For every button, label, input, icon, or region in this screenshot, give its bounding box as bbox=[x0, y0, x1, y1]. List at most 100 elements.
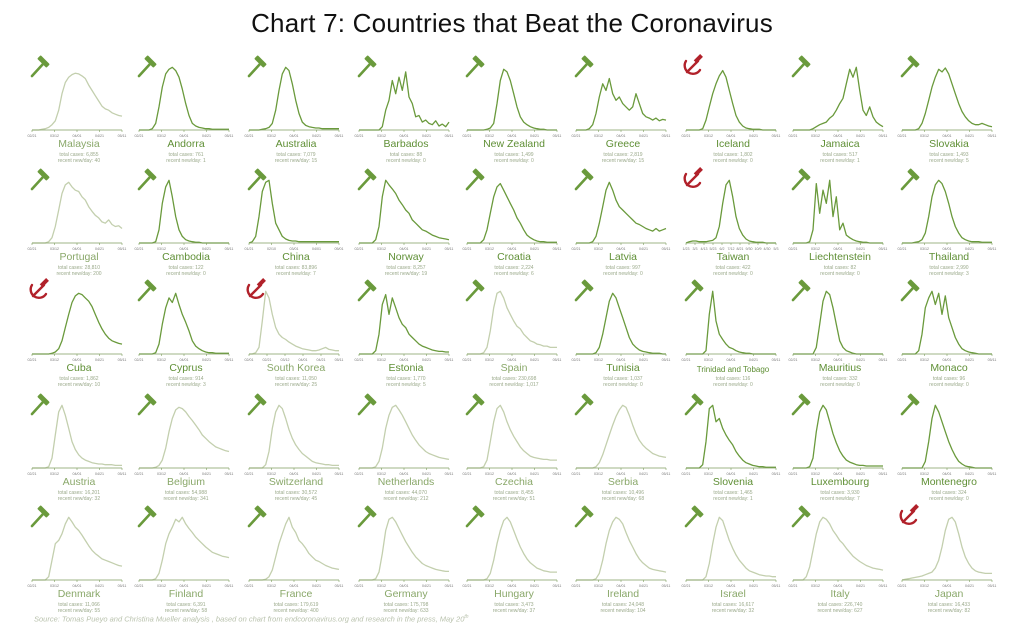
country-panel: 02/21 03/12 04/01 04/21 05/11 Thailand total c… bbox=[896, 165, 1002, 283]
country-panel: 02/21 03/12 04/01 04/21 05/11 France total cas… bbox=[243, 502, 349, 620]
hammer-icon bbox=[137, 55, 157, 78]
x-tick-label: 04/01 bbox=[180, 584, 189, 588]
total-cases-label: total cases: 1,862 bbox=[59, 376, 99, 382]
country-name: Belgium bbox=[167, 476, 205, 488]
x-tick-label: 04/01 bbox=[290, 472, 299, 476]
country-panel: 02/21 03/12 04/01 04/21 05/11 Slovenia total c… bbox=[680, 390, 786, 508]
x-tick-label: 04/21 bbox=[530, 358, 539, 362]
country-name: South Korea bbox=[266, 362, 326, 374]
x-tick-label: 05/11 bbox=[988, 134, 997, 138]
series-line bbox=[902, 404, 992, 469]
mini-chart: 02/21 03/12 04/01 04/21 05/11 bbox=[898, 279, 997, 362]
x-tick-label: 05/11 bbox=[662, 472, 671, 476]
mini-chart: 02/21 03/12 04/01 04/21 05/11 bbox=[463, 55, 561, 138]
x-tick-label: 04/21 bbox=[965, 247, 974, 251]
mini-chart: 1/23 3/3 4/13 5/23 6/2 7/12 8/21 9/30 10/9 4/30 5/… bbox=[683, 167, 779, 251]
x-tick-label: 03/01 bbox=[290, 247, 299, 251]
country-name: Greece bbox=[605, 138, 641, 150]
x-tick-label: 03/12 bbox=[594, 584, 603, 588]
hammer-icon bbox=[137, 393, 157, 416]
x-tick-label: 03/12 bbox=[281, 358, 290, 362]
x-tick-label: 02/21 bbox=[28, 247, 37, 251]
x-tick-label: 04/21 bbox=[422, 134, 431, 138]
hammer-icon bbox=[574, 393, 594, 416]
country-panel: 02/21 03/12 04/01 04/21 05/11 Ireland total ca… bbox=[570, 502, 676, 620]
x-tick-label: 04/01 bbox=[508, 134, 517, 138]
recent-newday-label: recent new/day: 82 bbox=[927, 608, 971, 614]
x-tick-label: 03/12 bbox=[157, 358, 166, 362]
recent-newday-label: recent new/day: 0 bbox=[820, 382, 860, 388]
x-tick-label: 03/12 bbox=[920, 358, 929, 362]
country-panel: 02/21 03/12 04/01 04/21 05/11 Spain total case… bbox=[461, 276, 567, 394]
x-tick-label: 02/21 bbox=[28, 358, 37, 362]
series-line bbox=[902, 67, 993, 131]
mini-chart: 02/21 03/12 04/01 04/21 05/11 bbox=[28, 505, 127, 588]
x-tick-label: 04/01 bbox=[73, 134, 82, 138]
country-name: Cyprus bbox=[169, 362, 203, 374]
series-line bbox=[685, 179, 776, 244]
x-tick-label: 05/11 bbox=[335, 472, 344, 476]
x-tick-label: 03/12 bbox=[157, 472, 166, 476]
country-panel: 02/21 03/12 04/01 04/21 05/11 Montenegro total… bbox=[896, 390, 1002, 508]
recent-newday-label: recent new/day: 0 bbox=[166, 271, 206, 277]
x-tick-label: 05/11 bbox=[879, 472, 888, 476]
total-cases-label: total cases: 2,819 bbox=[603, 152, 643, 158]
x-tick-label: 03/12 bbox=[377, 358, 386, 362]
recent-newday-label: recent new/day: 0 bbox=[494, 158, 534, 164]
series-line bbox=[686, 516, 776, 581]
source-note: Source: Tomas Pueyo and Christina Muelle… bbox=[34, 614, 469, 624]
x-tick-label: 04/01 bbox=[943, 358, 952, 362]
x-tick-label: 03/12 bbox=[50, 584, 59, 588]
country-name: Liechtenstein bbox=[809, 251, 871, 263]
x-tick-label: 05/11 bbox=[118, 584, 127, 588]
recent-newday-label: recent new/day: 341 bbox=[163, 496, 209, 502]
country-panel: 02/21 03/12 04/01 04/21 05/11 Portugal total c… bbox=[26, 165, 132, 283]
x-tick-label: 04/01 bbox=[834, 134, 843, 138]
x-tick-label: 04/21 bbox=[530, 134, 539, 138]
series-line bbox=[249, 516, 340, 581]
total-cases-label: total cases: 175,798 bbox=[383, 602, 429, 608]
x-tick-label: 05/11 bbox=[988, 358, 997, 362]
country-name: Andorra bbox=[167, 138, 205, 150]
total-cases-label: total cases: 11,050 bbox=[275, 376, 317, 382]
x-tick-label: 05/11 bbox=[662, 247, 671, 251]
x-tick-label: 04/01 bbox=[727, 472, 736, 476]
total-cases-label: total cases: 8,455 bbox=[494, 490, 534, 496]
mini-chart: 02/21 03/12 04/01 04/21 05/11 bbox=[789, 168, 887, 251]
series-line bbox=[793, 290, 883, 355]
series-line bbox=[32, 516, 123, 581]
hammer-icon bbox=[900, 393, 920, 416]
series-line bbox=[902, 290, 992, 355]
x-tick-label: 04/01 bbox=[400, 134, 409, 138]
x-tick-label: 03/12 bbox=[920, 247, 929, 251]
total-cases-label: total cases: 83,896 bbox=[275, 265, 317, 271]
recent-newday-label: recent new/day: 212 bbox=[383, 496, 429, 502]
x-tick-label: 05/11 bbox=[118, 247, 127, 251]
x-tick-label: 02/21 bbox=[28, 134, 37, 138]
country-panel: 02/21 03/12 04/01 04/21 05/11 Barbados total c… bbox=[353, 52, 459, 170]
hammer-icon bbox=[574, 168, 594, 191]
hammer-icon bbox=[465, 393, 485, 416]
x-tick-label: 05/11 bbox=[225, 134, 234, 138]
mini-chart: 02/21 03/12 04/01 04/21 05/11 bbox=[682, 505, 780, 588]
country-name: Norway bbox=[388, 251, 424, 263]
x-tick-label: 04/01 bbox=[508, 247, 517, 251]
total-cases-label: total cases: 3,930 bbox=[820, 490, 860, 496]
recent-newday-label: recent new/day: 400 bbox=[273, 608, 319, 614]
series-line bbox=[32, 292, 123, 355]
mini-chart: 02/21 03/12 04/01 04/21 05/11 bbox=[898, 504, 996, 588]
x-tick-label: 03/12 bbox=[377, 472, 386, 476]
x-tick-label: 04/01 bbox=[290, 584, 299, 588]
x-tick-label: 05/11 bbox=[772, 134, 781, 138]
x-tick-label: 04/21 bbox=[312, 134, 321, 138]
x-tick-label: 04/01 bbox=[727, 358, 736, 362]
x-tick-label: 03/12 bbox=[704, 472, 713, 476]
x-tick-label: 05/11 bbox=[225, 472, 234, 476]
recent-newday-label: recent new/day: 200 bbox=[56, 271, 102, 277]
total-cases-label: total cases: 324 bbox=[931, 490, 967, 496]
x-tick-label: 4/30 bbox=[764, 247, 771, 251]
hammer-sickle-icon bbox=[29, 278, 49, 299]
x-tick-label: 04/01 bbox=[400, 472, 409, 476]
x-tick-label: 04/21 bbox=[856, 584, 865, 588]
hammer-sickle-icon bbox=[683, 167, 703, 188]
